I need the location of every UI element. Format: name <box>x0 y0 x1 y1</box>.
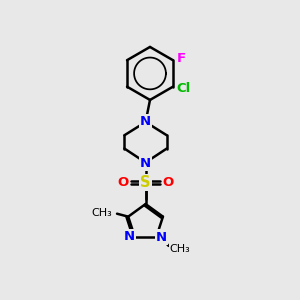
Text: CH₃: CH₃ <box>170 244 190 254</box>
Text: O: O <box>117 176 128 189</box>
Text: CH₃: CH₃ <box>92 208 112 218</box>
Text: Cl: Cl <box>176 82 190 95</box>
Text: S: S <box>140 175 151 190</box>
Text: N: N <box>124 230 135 243</box>
Text: N: N <box>140 157 151 169</box>
Text: O: O <box>163 176 174 189</box>
Text: N: N <box>156 231 167 244</box>
Text: N: N <box>140 115 151 128</box>
Text: F: F <box>177 52 186 65</box>
